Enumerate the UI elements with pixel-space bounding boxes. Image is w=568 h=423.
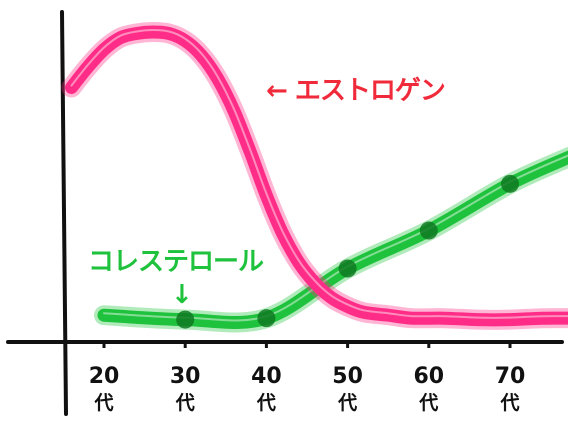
series-line-estrogen — [65, 25, 568, 327]
x-tick-label-60: 60 — [413, 364, 444, 389]
x-tick-suffix-50: 代 — [337, 392, 357, 414]
series-marker-cholesterol-50 — [338, 259, 357, 278]
y-axis-line — [60, 10, 68, 416]
x-tick-label-30: 30 — [170, 364, 201, 389]
series-label-estrogen: ← エストロゲン — [266, 76, 445, 106]
tick-labels: 20 代 30 代 40 代 50 代 60 代 70 代 — [89, 340, 526, 414]
x-tick-suffix-30: 代 — [175, 392, 195, 414]
x-tick-suffix-20: 代 — [93, 392, 113, 414]
series-marker-cholesterol-40 — [257, 309, 276, 328]
series-marker-cholesterol-60 — [419, 221, 438, 240]
axes — [6, 10, 564, 416]
x-tick-suffix-60: 代 — [418, 392, 438, 414]
x-tick-suffix-70: 代 — [499, 392, 519, 414]
series-label-cholesterol: コレステロール — [88, 247, 264, 277]
series-marker-cholesterol-70 — [501, 174, 519, 193]
series-line-estrogen-highlight — [70, 28, 568, 319]
series-layer — [61, 22, 568, 333]
x-tick-label-40: 40 — [251, 364, 282, 389]
x-tick-label-50: 50 — [332, 364, 363, 389]
x-tick-label-70: 70 — [495, 364, 526, 389]
x-tick-suffix-40: 代 — [256, 392, 276, 414]
series-label-cholesterol-arrow: ↓ — [171, 280, 192, 310]
marker-layer — [176, 174, 519, 329]
x-tick-label-20: 20 — [89, 364, 120, 389]
series-marker-cholesterol-30 — [176, 310, 195, 329]
